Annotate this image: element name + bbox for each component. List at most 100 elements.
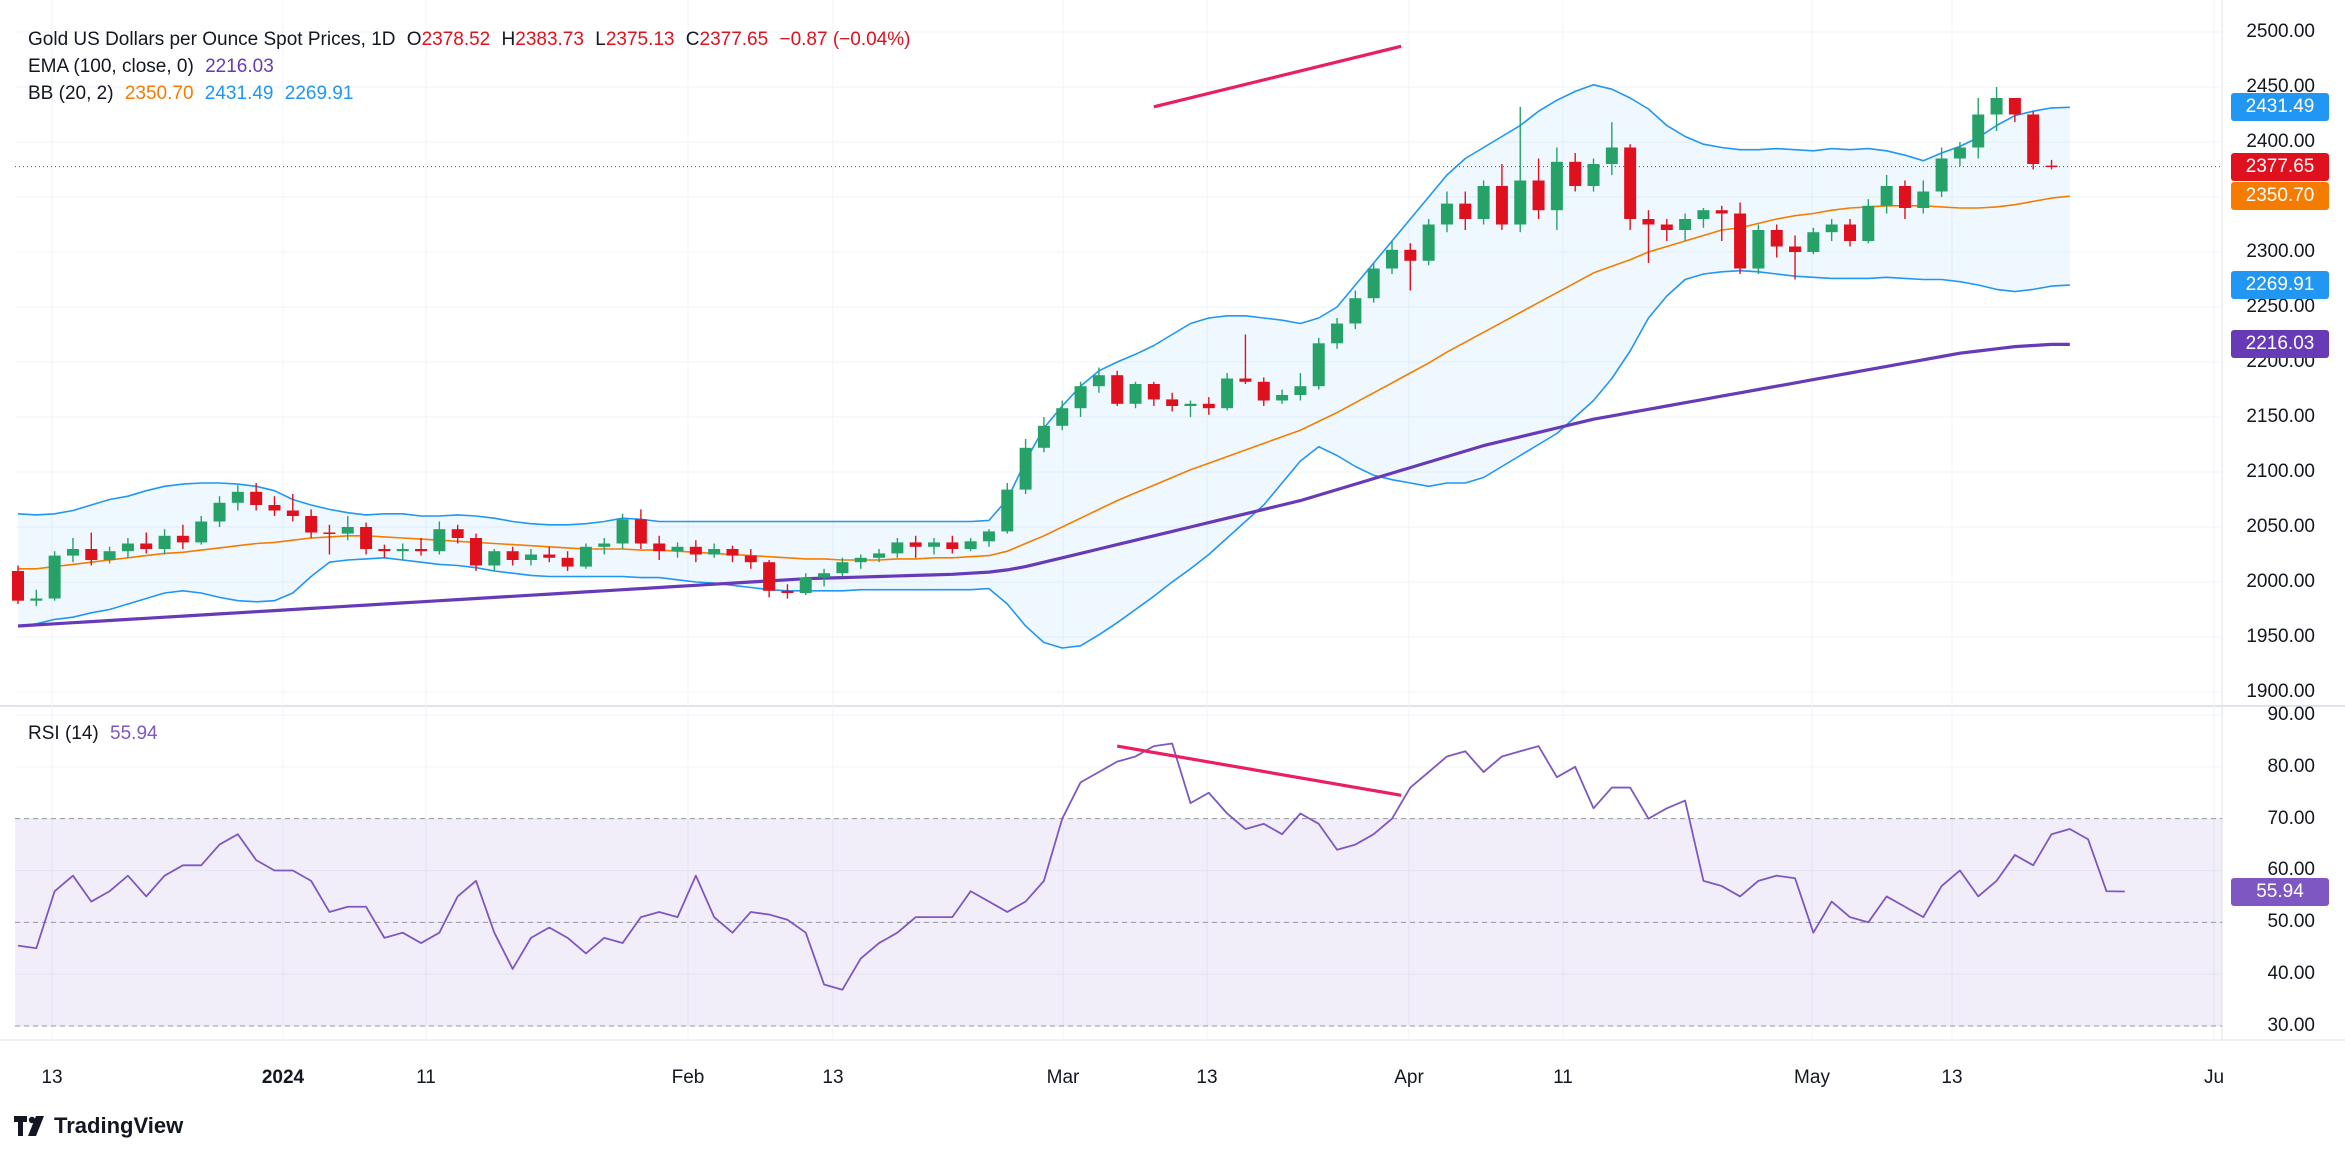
candle [305, 509, 318, 538]
ema-legend-label: EMA (100, close, 0) [28, 56, 194, 77]
candle [378, 544, 391, 558]
candle-body [176, 535, 189, 543]
tradingview-logo[interactable]: TradingView [14, 1113, 183, 1142]
candle-body [1770, 230, 1783, 247]
candle [1715, 205, 1728, 241]
candle-body [1990, 98, 2003, 115]
candle-body [781, 590, 794, 593]
candle [1056, 400, 1069, 431]
candle-body [451, 529, 464, 538]
candle-body [415, 549, 428, 552]
ema-badge: 2216.03 [2231, 330, 2329, 359]
time-tick-label: 13 [1941, 1067, 1963, 1088]
candle [1752, 224, 1765, 274]
candle [415, 538, 428, 556]
candle [1935, 147, 1948, 197]
candle-body [1477, 186, 1490, 219]
rsi-legend[interactable]: RSI (14) 55.94 [28, 721, 164, 747]
candle [213, 496, 226, 527]
candle [708, 543, 721, 558]
candle [1697, 208, 1710, 228]
candle-body [305, 516, 318, 533]
candle [671, 542, 684, 558]
candle [1404, 243, 1417, 291]
bb-basis-line [18, 195, 2070, 570]
candle [763, 560, 776, 598]
low-value: 2375.13 [605, 29, 675, 50]
candle-body [763, 562, 776, 591]
candle [66, 538, 79, 563]
ema-legend-value: 2216.03 [205, 56, 274, 77]
candle-body [1331, 323, 1344, 344]
candle [286, 494, 299, 522]
candle [341, 516, 354, 541]
ema-legend[interactable]: EMA (100, close, 0) 2216.03 [28, 54, 280, 80]
close-label: C [685, 29, 700, 50]
candle [873, 549, 886, 563]
change-value: −0.87 (−0.04%) [779, 29, 911, 50]
candle-body [1294, 386, 1307, 395]
candle [1679, 213, 1692, 241]
candle-body [1239, 378, 1252, 382]
candle [524, 549, 537, 566]
candle [1624, 144, 1637, 230]
tv-brand-text: TradingView [54, 1113, 184, 1138]
candle-body [488, 551, 501, 566]
rsi-tick-label: 70.00 [2267, 807, 2315, 829]
candle-body [231, 491, 244, 503]
candle [579, 543, 592, 569]
candle-body [836, 562, 849, 574]
candle-body [616, 519, 629, 544]
candle [1550, 147, 1563, 230]
candle-body [1825, 224, 1838, 233]
symbol-legend: Gold US Dollars per Ounce Spot Prices, 1… [28, 27, 916, 53]
candle-body [1514, 180, 1527, 225]
candle-body [158, 535, 171, 549]
candle-body [1276, 395, 1289, 401]
candle [1019, 439, 1032, 494]
candle [818, 568, 831, 587]
candle [781, 584, 794, 599]
candle [561, 551, 574, 571]
candle [1862, 199, 1875, 244]
candle [1477, 180, 1490, 225]
candle-body [1202, 403, 1215, 409]
candle-body [1440, 203, 1453, 225]
candle-body [1917, 191, 1930, 208]
candle [140, 532, 153, 554]
candle-body [250, 491, 263, 505]
price-tick-label: 2250.00 [2246, 296, 2315, 317]
candle-body [543, 554, 556, 558]
candle-body [1752, 230, 1765, 269]
candle [176, 524, 189, 549]
candle [1605, 122, 1618, 175]
candle-body [1587, 164, 1600, 186]
candle-body [1642, 219, 1655, 225]
candle-body [1569, 161, 1582, 186]
candle-body [268, 505, 281, 511]
rsi-tick-label: 60.00 [2267, 859, 2315, 881]
candle-body [946, 542, 959, 549]
candle-body [1935, 158, 1948, 192]
candle-body [1532, 180, 1545, 211]
rsi-tick-label: 40.00 [2267, 963, 2315, 985]
candle [396, 543, 409, 560]
candle-body [1074, 386, 1087, 409]
candle-body [873, 553, 886, 558]
bb-legend[interactable]: BB (20, 2) 2350.70 2431.49 2269.91 [28, 81, 359, 107]
candle-body [1844, 224, 1856, 241]
candle [1294, 373, 1307, 401]
candle [1386, 241, 1398, 274]
candle-body [634, 519, 647, 544]
candle-body [1221, 378, 1234, 409]
price-tick-label: 1950.00 [2246, 626, 2315, 647]
candle-body [1550, 161, 1563, 211]
high-value: 2383.73 [515, 29, 584, 50]
time-tick-label: 11 [1553, 1067, 1573, 1088]
close-value: 2377.65 [699, 29, 769, 50]
candle-body [1459, 203, 1472, 219]
candle [433, 521, 446, 555]
candle [891, 538, 904, 558]
candle [1734, 202, 1747, 274]
